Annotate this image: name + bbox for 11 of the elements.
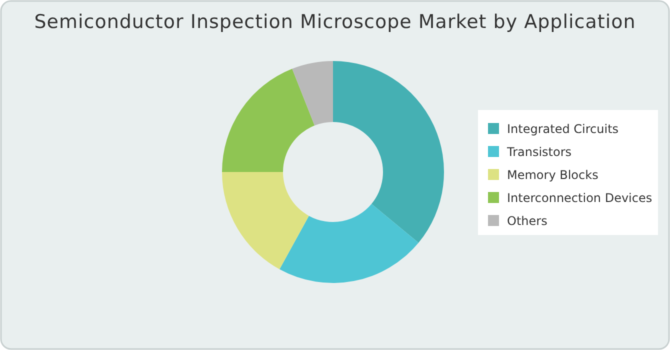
donut-slice xyxy=(333,61,444,243)
legend-label: Memory Blocks xyxy=(507,168,598,182)
legend-label: Integrated Circuits xyxy=(507,122,619,136)
legend-label: Others xyxy=(507,214,548,228)
donut-slice xyxy=(222,172,309,270)
legend-label: Interconnection Devices xyxy=(507,191,652,205)
donut-slice xyxy=(280,204,419,283)
legend-label: Transistors xyxy=(506,145,572,159)
donut-slice xyxy=(292,61,333,126)
chart-title: Semiconductor Inspection Microscope Market by Application xyxy=(34,11,636,33)
donut-slice xyxy=(222,68,315,172)
